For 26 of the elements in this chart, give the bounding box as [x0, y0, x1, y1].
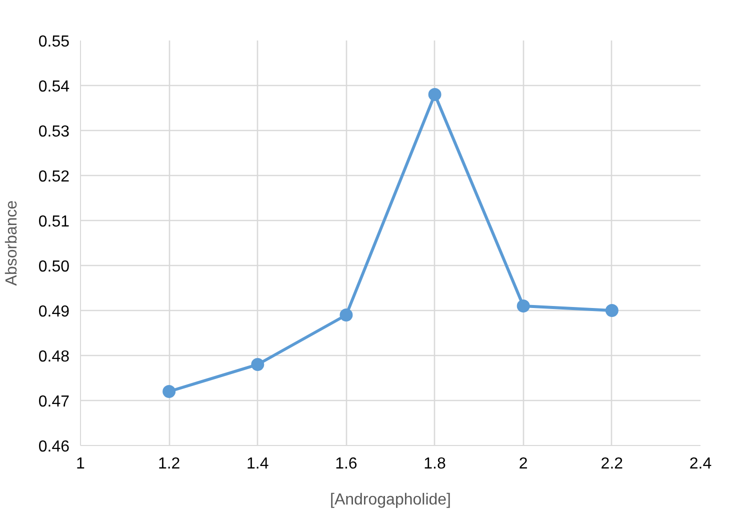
x-tick-label: 1 [76, 456, 86, 472]
y-tick-label: 0.51 [38, 214, 70, 230]
point [162, 385, 176, 398]
x-tick-label: 1.2 [158, 456, 180, 472]
y-tick-label: 0.52 [38, 168, 70, 186]
x-tick-label: 1.4 [246, 456, 269, 472]
x-tick-label: 2 [518, 456, 528, 472]
point [251, 358, 264, 371]
y-tick-label: 0.48 [38, 348, 70, 366]
point [605, 304, 618, 317]
y-axis-title: Absorbance [3, 200, 20, 286]
point [428, 88, 442, 101]
y-tick-label: 0.47 [38, 394, 70, 410]
y-tick-label: 0.55 [38, 34, 70, 50]
x-tick-label: 2.2 [600, 456, 624, 472]
y-tick-label: 0.46 [38, 438, 70, 456]
point [516, 300, 530, 312]
x-tick-label: 2.4 [689, 456, 712, 472]
point [340, 308, 353, 322]
y-tick-label: 0.54 [38, 78, 70, 96]
x-axis-title: [Androgapholide] [330, 492, 451, 508]
y-tick-label: 0.49 [38, 304, 70, 320]
y-tick-label: 0.50 [38, 258, 70, 276]
x-tick-label: 1.8 [424, 456, 446, 472]
y-tick-label: 0.53 [38, 124, 70, 140]
x-tick-label: 1.6 [335, 456, 358, 472]
